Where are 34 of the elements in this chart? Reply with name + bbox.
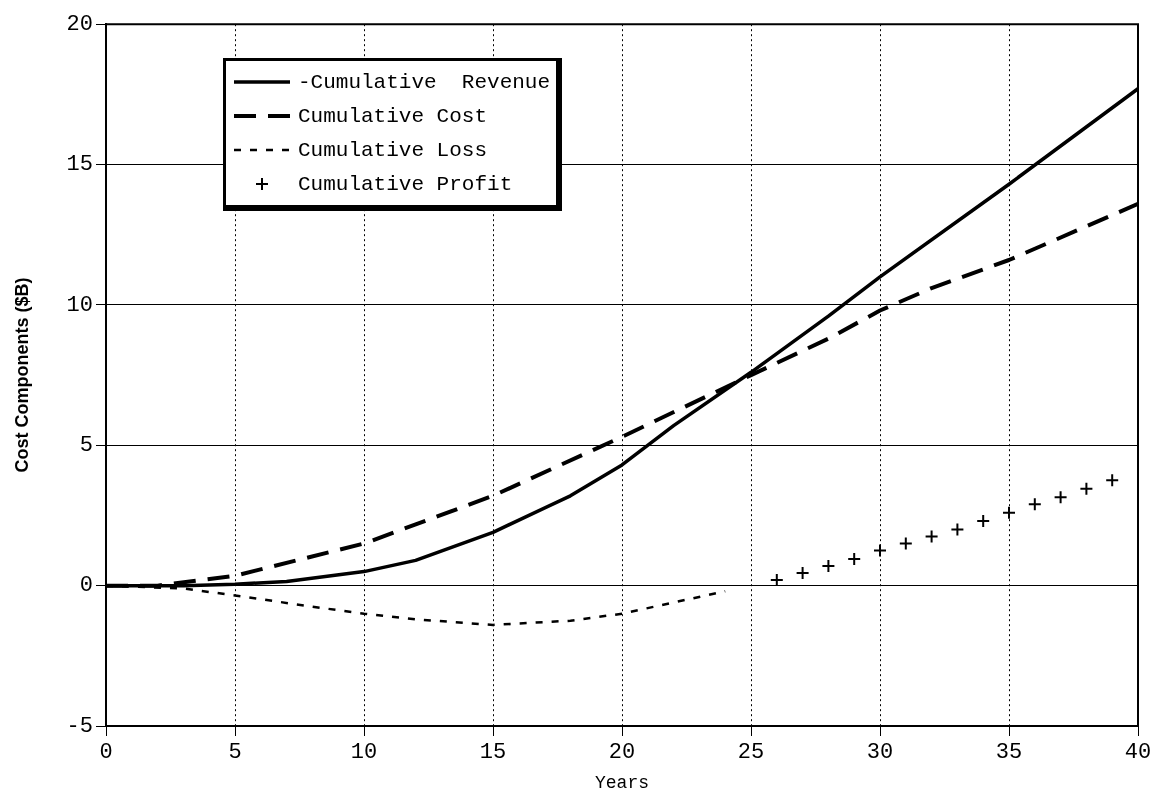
point — [950, 522, 965, 537]
y-tick-label: 0 — [79, 573, 93, 599]
y-axis-title: Cost Components ($B) — [11, 277, 32, 473]
x-tick-label: 15 — [479, 740, 507, 766]
point — [1027, 497, 1042, 512]
y-tick-label: -5 — [66, 713, 93, 739]
point — [924, 529, 939, 544]
x-tick-label: 0 — [99, 740, 113, 766]
x-tick-label: 40 — [1124, 740, 1152, 766]
x-tick-label: 5 — [228, 740, 242, 766]
point — [1053, 490, 1068, 505]
legend-label: -Cumulative Revenue — [298, 70, 551, 94]
y-tick-label: 5 — [79, 433, 93, 459]
y-tick-label: 15 — [66, 152, 93, 178]
point — [898, 536, 913, 551]
x-tick-label: 20 — [608, 740, 636, 766]
x-tick-label: 30 — [866, 740, 894, 766]
legend-label: Cumulative Loss — [298, 138, 488, 162]
point — [821, 558, 836, 573]
x-tick-label: 10 — [350, 740, 378, 766]
point — [1079, 481, 1094, 496]
x-tick-label: 35 — [995, 740, 1023, 766]
point — [847, 551, 862, 566]
legend-label: Cumulative Cost — [298, 104, 488, 128]
point — [795, 566, 810, 581]
point — [1002, 505, 1016, 520]
x-tick-label: 25 — [737, 740, 765, 766]
point — [873, 543, 887, 558]
y-tick-label: 20 — [66, 12, 93, 38]
legend-label: Cumulative Profit — [298, 172, 513, 196]
x-axis-title: Years — [594, 772, 650, 793]
point — [976, 514, 991, 529]
y-tick-label: 10 — [66, 292, 93, 318]
point — [1105, 473, 1120, 488]
